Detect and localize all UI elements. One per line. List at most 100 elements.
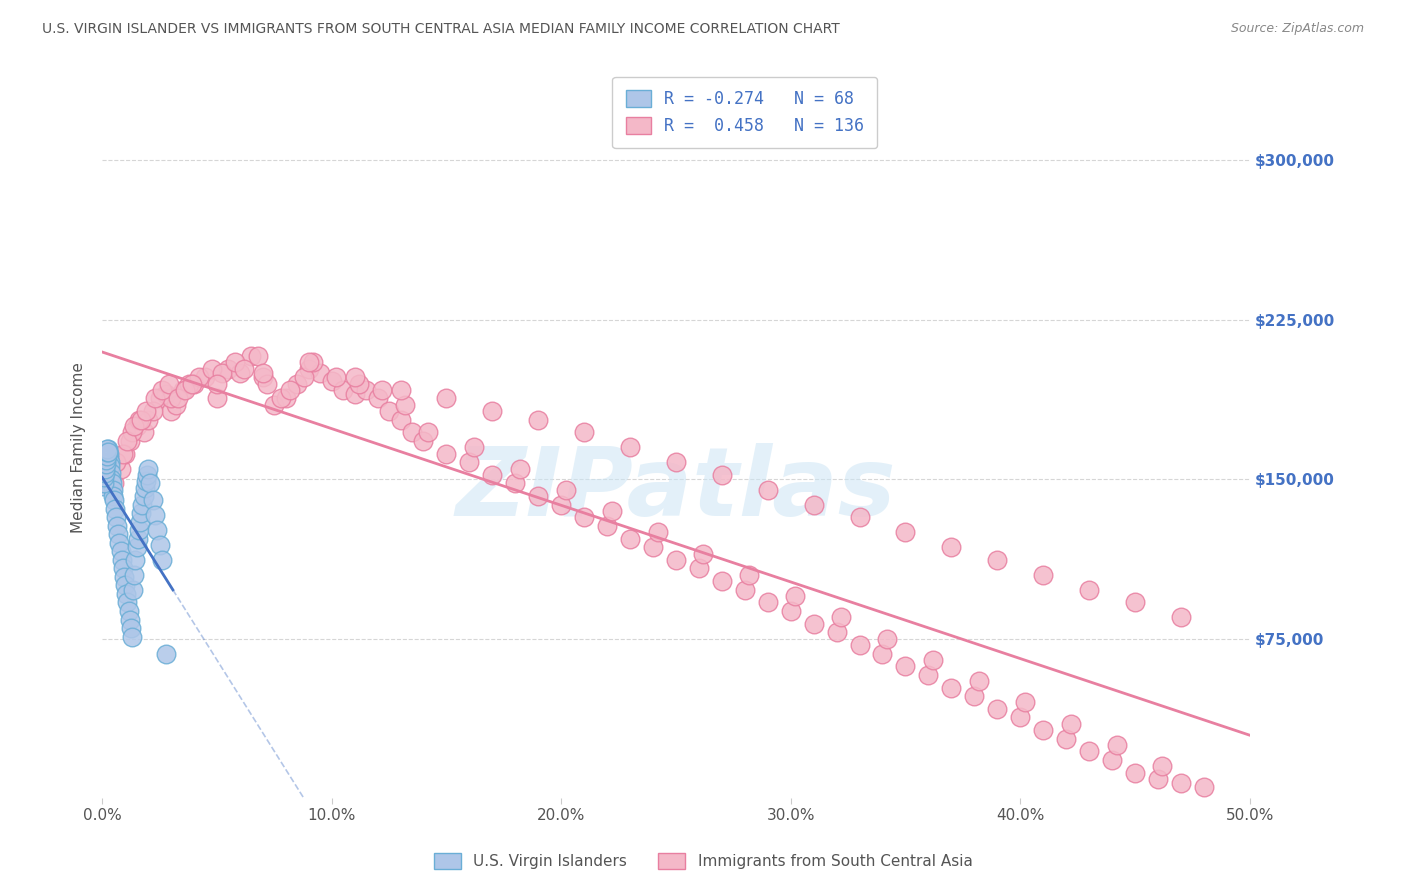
Point <box>619 532 641 546</box>
Point <box>367 392 389 406</box>
Point <box>1170 610 1192 624</box>
Point <box>114 578 136 592</box>
Point <box>104 455 127 469</box>
Point <box>187 370 209 384</box>
Point <box>121 425 143 440</box>
Point <box>135 404 157 418</box>
Point <box>94 458 117 472</box>
Point <box>1014 695 1036 709</box>
Point <box>894 659 917 673</box>
Point <box>93 466 115 480</box>
Point <box>132 425 155 440</box>
Point <box>172 383 194 397</box>
Point <box>458 455 481 469</box>
Point <box>96 449 118 463</box>
Point <box>111 561 134 575</box>
Point <box>321 375 343 389</box>
Point <box>142 493 165 508</box>
Point <box>647 525 669 540</box>
Point <box>104 510 127 524</box>
Point <box>124 553 146 567</box>
Point <box>332 383 354 397</box>
Point <box>97 444 120 458</box>
Text: Source: ZipAtlas.com: Source: ZipAtlas.com <box>1230 22 1364 36</box>
Point <box>1123 595 1146 609</box>
Point <box>830 610 852 624</box>
Point <box>131 498 153 512</box>
Point <box>1170 776 1192 790</box>
Point <box>280 383 302 397</box>
Point <box>1101 753 1123 767</box>
Point <box>93 472 115 486</box>
Point <box>240 349 263 363</box>
Point <box>554 483 576 497</box>
Point <box>922 653 945 667</box>
Point <box>118 434 141 448</box>
Point <box>941 540 963 554</box>
Point <box>412 434 434 448</box>
Point <box>93 470 115 484</box>
Point <box>136 461 159 475</box>
Point <box>165 398 187 412</box>
Point <box>97 442 120 457</box>
Point <box>101 476 124 491</box>
Point <box>665 553 688 567</box>
Point <box>600 504 623 518</box>
Point <box>103 493 125 508</box>
Point <box>94 453 117 467</box>
Point <box>146 523 169 537</box>
Point <box>105 519 128 533</box>
Point <box>117 604 139 618</box>
Point <box>155 647 177 661</box>
Point <box>117 434 139 448</box>
Point <box>201 361 224 376</box>
Point <box>125 540 148 554</box>
Point <box>132 489 155 503</box>
Point <box>149 538 172 552</box>
Point <box>1059 716 1081 731</box>
Point <box>117 595 139 609</box>
Point <box>967 674 990 689</box>
Point <box>371 383 394 397</box>
Point <box>389 413 412 427</box>
Point <box>224 355 246 369</box>
Point <box>349 376 371 391</box>
Point <box>98 450 121 465</box>
Point <box>93 478 115 492</box>
Point <box>150 383 173 397</box>
Point <box>436 392 458 406</box>
Point <box>121 630 143 644</box>
Point <box>692 547 714 561</box>
Point <box>354 383 377 397</box>
Point <box>710 467 733 482</box>
Point <box>160 404 183 418</box>
Point <box>229 366 252 380</box>
Point <box>134 481 156 495</box>
Point <box>93 476 115 491</box>
Point <box>1078 744 1101 758</box>
Point <box>436 447 458 461</box>
Point <box>118 613 141 627</box>
Point <box>527 413 550 427</box>
Point <box>93 467 115 482</box>
Point <box>665 455 688 469</box>
Point <box>122 582 145 597</box>
Point <box>785 589 807 603</box>
Point <box>894 525 917 540</box>
Point <box>401 425 423 440</box>
Point <box>129 413 152 427</box>
Point <box>252 366 274 380</box>
Point <box>876 632 898 646</box>
Point <box>1078 582 1101 597</box>
Point <box>128 413 150 427</box>
Y-axis label: Median Family Income: Median Family Income <box>72 362 86 533</box>
Point <box>167 392 190 406</box>
Point <box>136 467 159 482</box>
Point <box>779 604 801 618</box>
Point <box>738 567 761 582</box>
Point <box>688 561 710 575</box>
Point <box>572 510 595 524</box>
Point <box>1032 723 1054 737</box>
Point <box>986 702 1008 716</box>
Point <box>108 536 131 550</box>
